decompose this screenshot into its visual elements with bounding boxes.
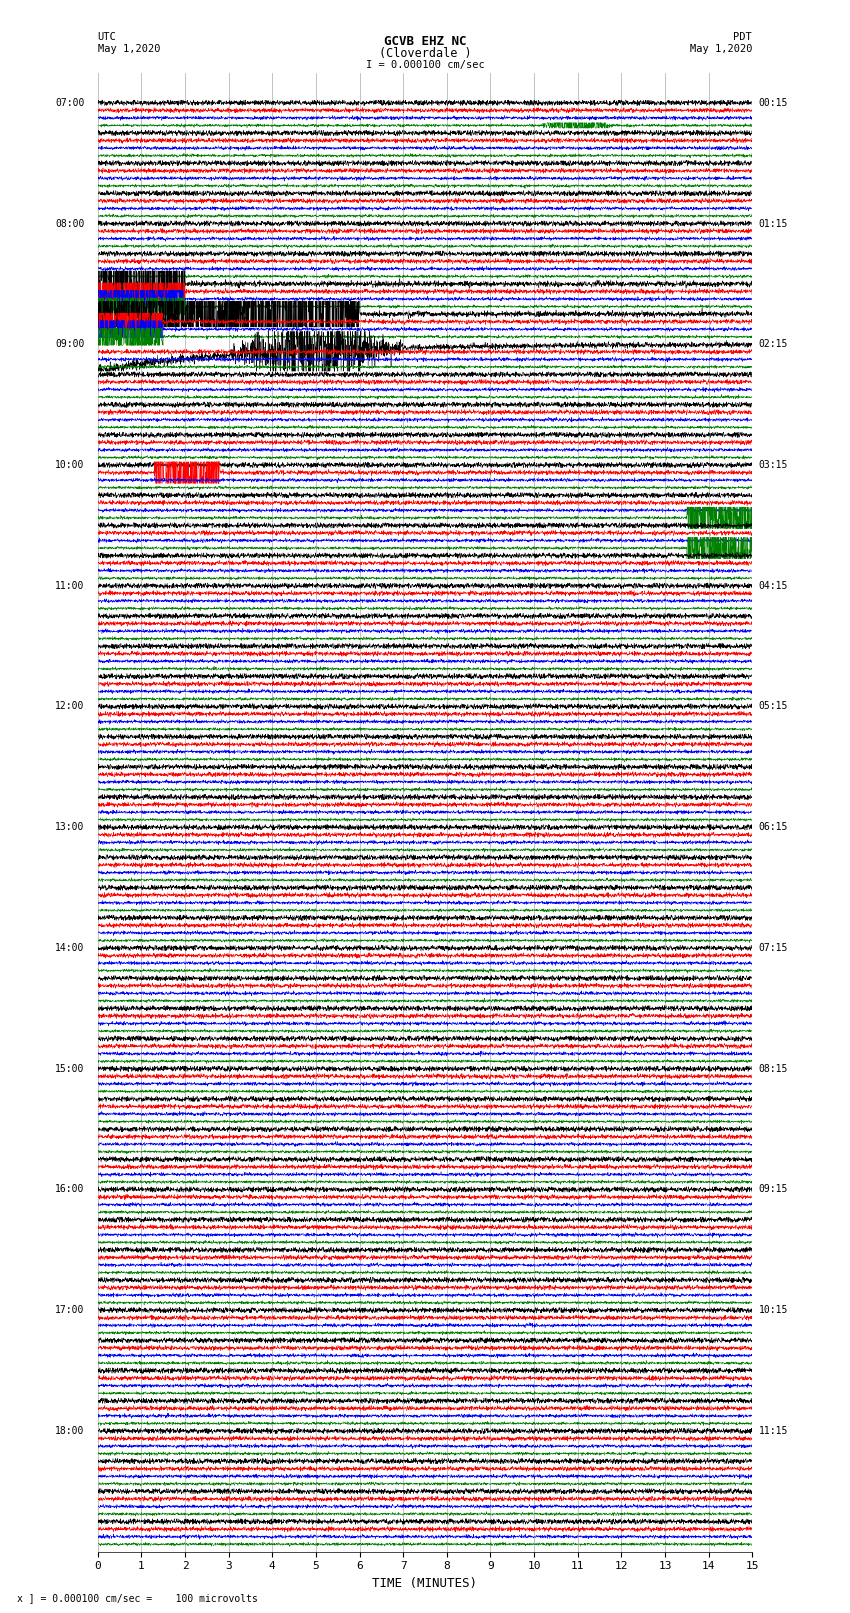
Text: 14:00: 14:00 xyxy=(55,944,85,953)
Text: 15:00: 15:00 xyxy=(55,1063,85,1074)
Text: 09:15: 09:15 xyxy=(759,1184,788,1195)
X-axis label: TIME (MINUTES): TIME (MINUTES) xyxy=(372,1578,478,1590)
Text: 07:15: 07:15 xyxy=(759,944,788,953)
Text: x ] = 0.000100 cm/sec =    100 microvolts: x ] = 0.000100 cm/sec = 100 microvolts xyxy=(17,1594,258,1603)
Text: 12:00: 12:00 xyxy=(55,702,85,711)
Text: 05:15: 05:15 xyxy=(759,702,788,711)
Text: 18:00: 18:00 xyxy=(55,1426,85,1436)
Text: 03:15: 03:15 xyxy=(759,460,788,469)
Text: 11:00: 11:00 xyxy=(55,581,85,590)
Text: 06:15: 06:15 xyxy=(759,823,788,832)
Text: 11:15: 11:15 xyxy=(759,1426,788,1436)
Text: 10:00: 10:00 xyxy=(55,460,85,469)
Text: 02:15: 02:15 xyxy=(759,339,788,350)
Text: 00:15: 00:15 xyxy=(759,98,788,108)
Text: 13:00: 13:00 xyxy=(55,823,85,832)
Text: 08:15: 08:15 xyxy=(759,1063,788,1074)
Text: 08:00: 08:00 xyxy=(55,218,85,229)
Text: 07:00: 07:00 xyxy=(55,98,85,108)
Text: I = 0.000100 cm/sec: I = 0.000100 cm/sec xyxy=(366,60,484,69)
Text: 10:15: 10:15 xyxy=(759,1305,788,1315)
Text: (Cloverdale ): (Cloverdale ) xyxy=(379,47,471,60)
Text: GCVB EHZ NC: GCVB EHZ NC xyxy=(383,35,467,48)
Text: 17:00: 17:00 xyxy=(55,1305,85,1315)
Text: 16:00: 16:00 xyxy=(55,1184,85,1195)
Text: 04:15: 04:15 xyxy=(759,581,788,590)
Text: PDT
May 1,2020: PDT May 1,2020 xyxy=(689,32,752,53)
Text: 01:15: 01:15 xyxy=(759,218,788,229)
Text: 09:00: 09:00 xyxy=(55,339,85,350)
Text: UTC
May 1,2020: UTC May 1,2020 xyxy=(98,32,161,53)
